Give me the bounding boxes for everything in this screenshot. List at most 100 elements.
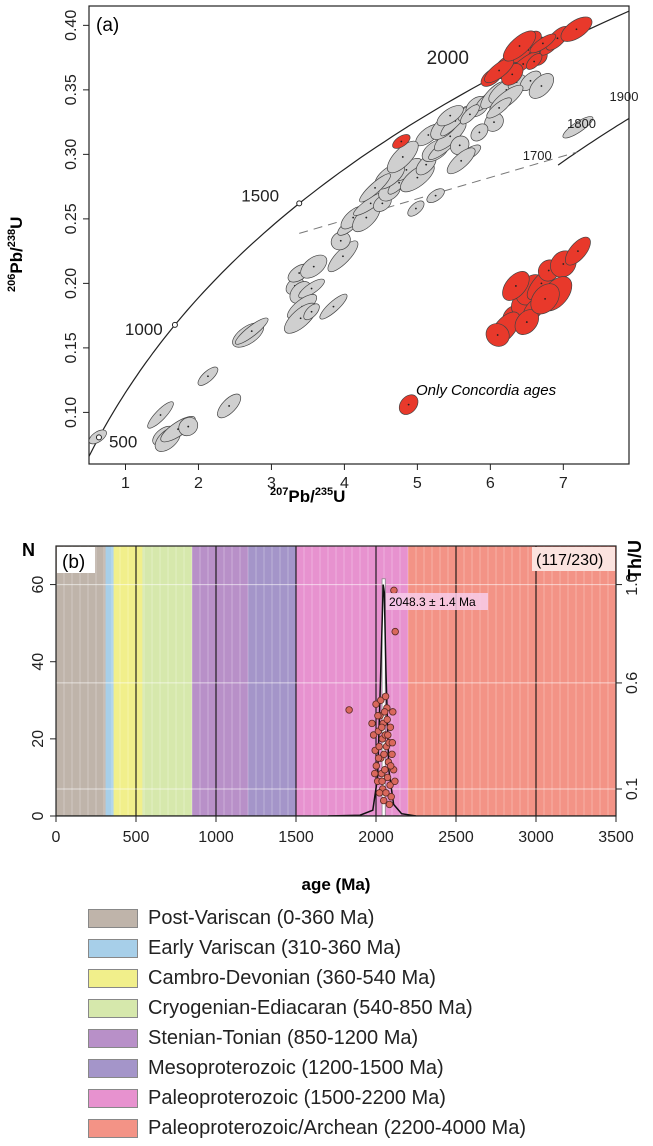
x-tick-label: 3 (267, 475, 276, 492)
y-tick-label: 0.40 (63, 10, 80, 41)
thu-point (374, 712, 382, 720)
inset-age-label: 1800 (567, 116, 596, 131)
ellipse-center (449, 135, 452, 138)
panel-b-ylabel-right: Th/U (625, 540, 645, 580)
panel-b-xlabel: age (Ma) (302, 875, 371, 894)
thu-point (383, 773, 392, 782)
age-band (105, 546, 114, 816)
ellipse-center (352, 216, 355, 219)
legend-label: Paleoproterozoic (1500-2200 Ma) (148, 1086, 446, 1109)
panel-b-axes: 0 500 1000 1500 2000 2500 3000 3500 0 20 40 60 0.1 0.… (30, 573, 641, 846)
thu-point (386, 781, 394, 789)
thu-point (391, 627, 399, 636)
thu-points (345, 586, 399, 809)
legend-item: Paleoproterozoic/Archean (2200-4000 Ma) (88, 1117, 526, 1139)
ellipse-center (522, 63, 525, 65)
ellipse-center (498, 69, 501, 72)
age-marker (296, 200, 303, 207)
ellipse-center (332, 305, 335, 308)
ellipse-center (533, 60, 536, 63)
thu-point (383, 715, 391, 724)
panel-b-frame (55, 545, 617, 817)
peak-label: 2048.3 ± 1.4 Ma (389, 595, 476, 609)
ellipse-center (405, 168, 408, 171)
legend-item: Stenian-Tonian (850-1200 Ma) (88, 1027, 418, 1049)
panel-a-xlabel: 207Pb/235U (270, 486, 345, 506)
ellipse-center (511, 73, 514, 76)
thu-point (391, 777, 399, 785)
thu-point (378, 723, 386, 731)
ellipse-center (407, 403, 410, 406)
count-label-box (532, 547, 615, 571)
thu-point (389, 708, 397, 716)
thu-point (387, 793, 395, 801)
thu-point (388, 739, 397, 747)
x-tick-label: 500 (123, 829, 150, 846)
ellipse-center (187, 425, 190, 428)
y-tick-label: 0.25 (63, 203, 80, 234)
thu-point (390, 586, 398, 595)
thu-point (387, 762, 395, 770)
legend-swatch (88, 1088, 138, 1108)
ellipse-center (544, 297, 546, 300)
ellipse-center (541, 42, 544, 45)
ellipse-center (228, 405, 231, 407)
panel-b-label: (b) (62, 552, 85, 573)
y-tick-label: 0.20 (63, 268, 80, 299)
legend-item: Early Variscan (310-360 Ma) (88, 937, 401, 959)
ellipse-center (493, 121, 495, 124)
inset-concordia-line (557, 117, 629, 166)
x-tick-label: 4 (340, 475, 349, 492)
x-tick-label: 1000 (198, 829, 234, 846)
panel-b-grid (56, 546, 616, 816)
legend-item: Mesoproterozoic (1200-1500 Ma) (88, 1057, 444, 1079)
x-tick-label: 3000 (518, 829, 554, 846)
ellipse-center (577, 126, 579, 129)
ellipse-center (416, 176, 419, 179)
ellipse-center (299, 317, 302, 320)
ellipse-center (577, 250, 579, 253)
ellipse-center (518, 45, 521, 47)
y-tick-label: 0.15 (63, 332, 80, 363)
inset-age-label: 1900 (610, 89, 639, 104)
legend-item: Post-Variscan (0-360 Ma) (88, 907, 374, 929)
thu-point (371, 769, 379, 778)
legend-label: Stenian-Tonian (850-1200 Ma) (148, 1026, 419, 1049)
x-tick-label: 2500 (438, 829, 474, 846)
age-label: 1500 (241, 186, 279, 205)
right-tick-label: 0.1 (624, 778, 641, 800)
x-tick-label: 2 (194, 475, 203, 492)
ellipse-center (398, 181, 401, 184)
legend-swatch (88, 1058, 138, 1078)
ellipse-center (401, 156, 404, 158)
ellipse-center (250, 330, 253, 333)
age-label: 500 (109, 432, 137, 451)
thu-point (374, 754, 383, 762)
legend-label: Mesoproterozoic (1200-1500 Ma) (148, 1056, 444, 1079)
x-tick-label: 5 (413, 475, 422, 492)
x-tick-label: 7 (559, 475, 568, 492)
thu-point (381, 692, 390, 701)
thu-point (368, 719, 376, 728)
panel-b: 0 500 1000 1500 2000 2500 3000 3500 0 20 40 60 0.1 0.… (22, 540, 645, 894)
ellipse-center (374, 187, 376, 189)
x-tick-label: 1500 (278, 829, 314, 846)
panel-a: (a) 1 2 3 4 5 6 70.100.150.200.250.300.350.40 … (6, 5, 639, 506)
age-band (142, 546, 192, 816)
legend-swatch (88, 1118, 138, 1138)
ellipse-center (425, 163, 428, 166)
inset-age-label: 1700 (523, 148, 552, 163)
legend-label: Paleoproterozoic/Archean (2200-4000 Ma) (148, 1116, 526, 1139)
panel-b-ylabel-left: N (22, 540, 35, 560)
ellipse-center (469, 113, 471, 116)
ellipse-center (540, 85, 543, 87)
ellipse-center (207, 375, 209, 378)
ellipse-center (339, 239, 342, 242)
legend-label: Cryogenian-Ediacaran (540-850 Ma) (148, 996, 473, 1019)
count-label: (117/230) (536, 552, 603, 569)
ellipse-center (369, 202, 372, 205)
ellipse-center (496, 334, 499, 336)
inset-title: Only Concordia ages (416, 382, 557, 399)
ellipse-center (342, 255, 344, 258)
